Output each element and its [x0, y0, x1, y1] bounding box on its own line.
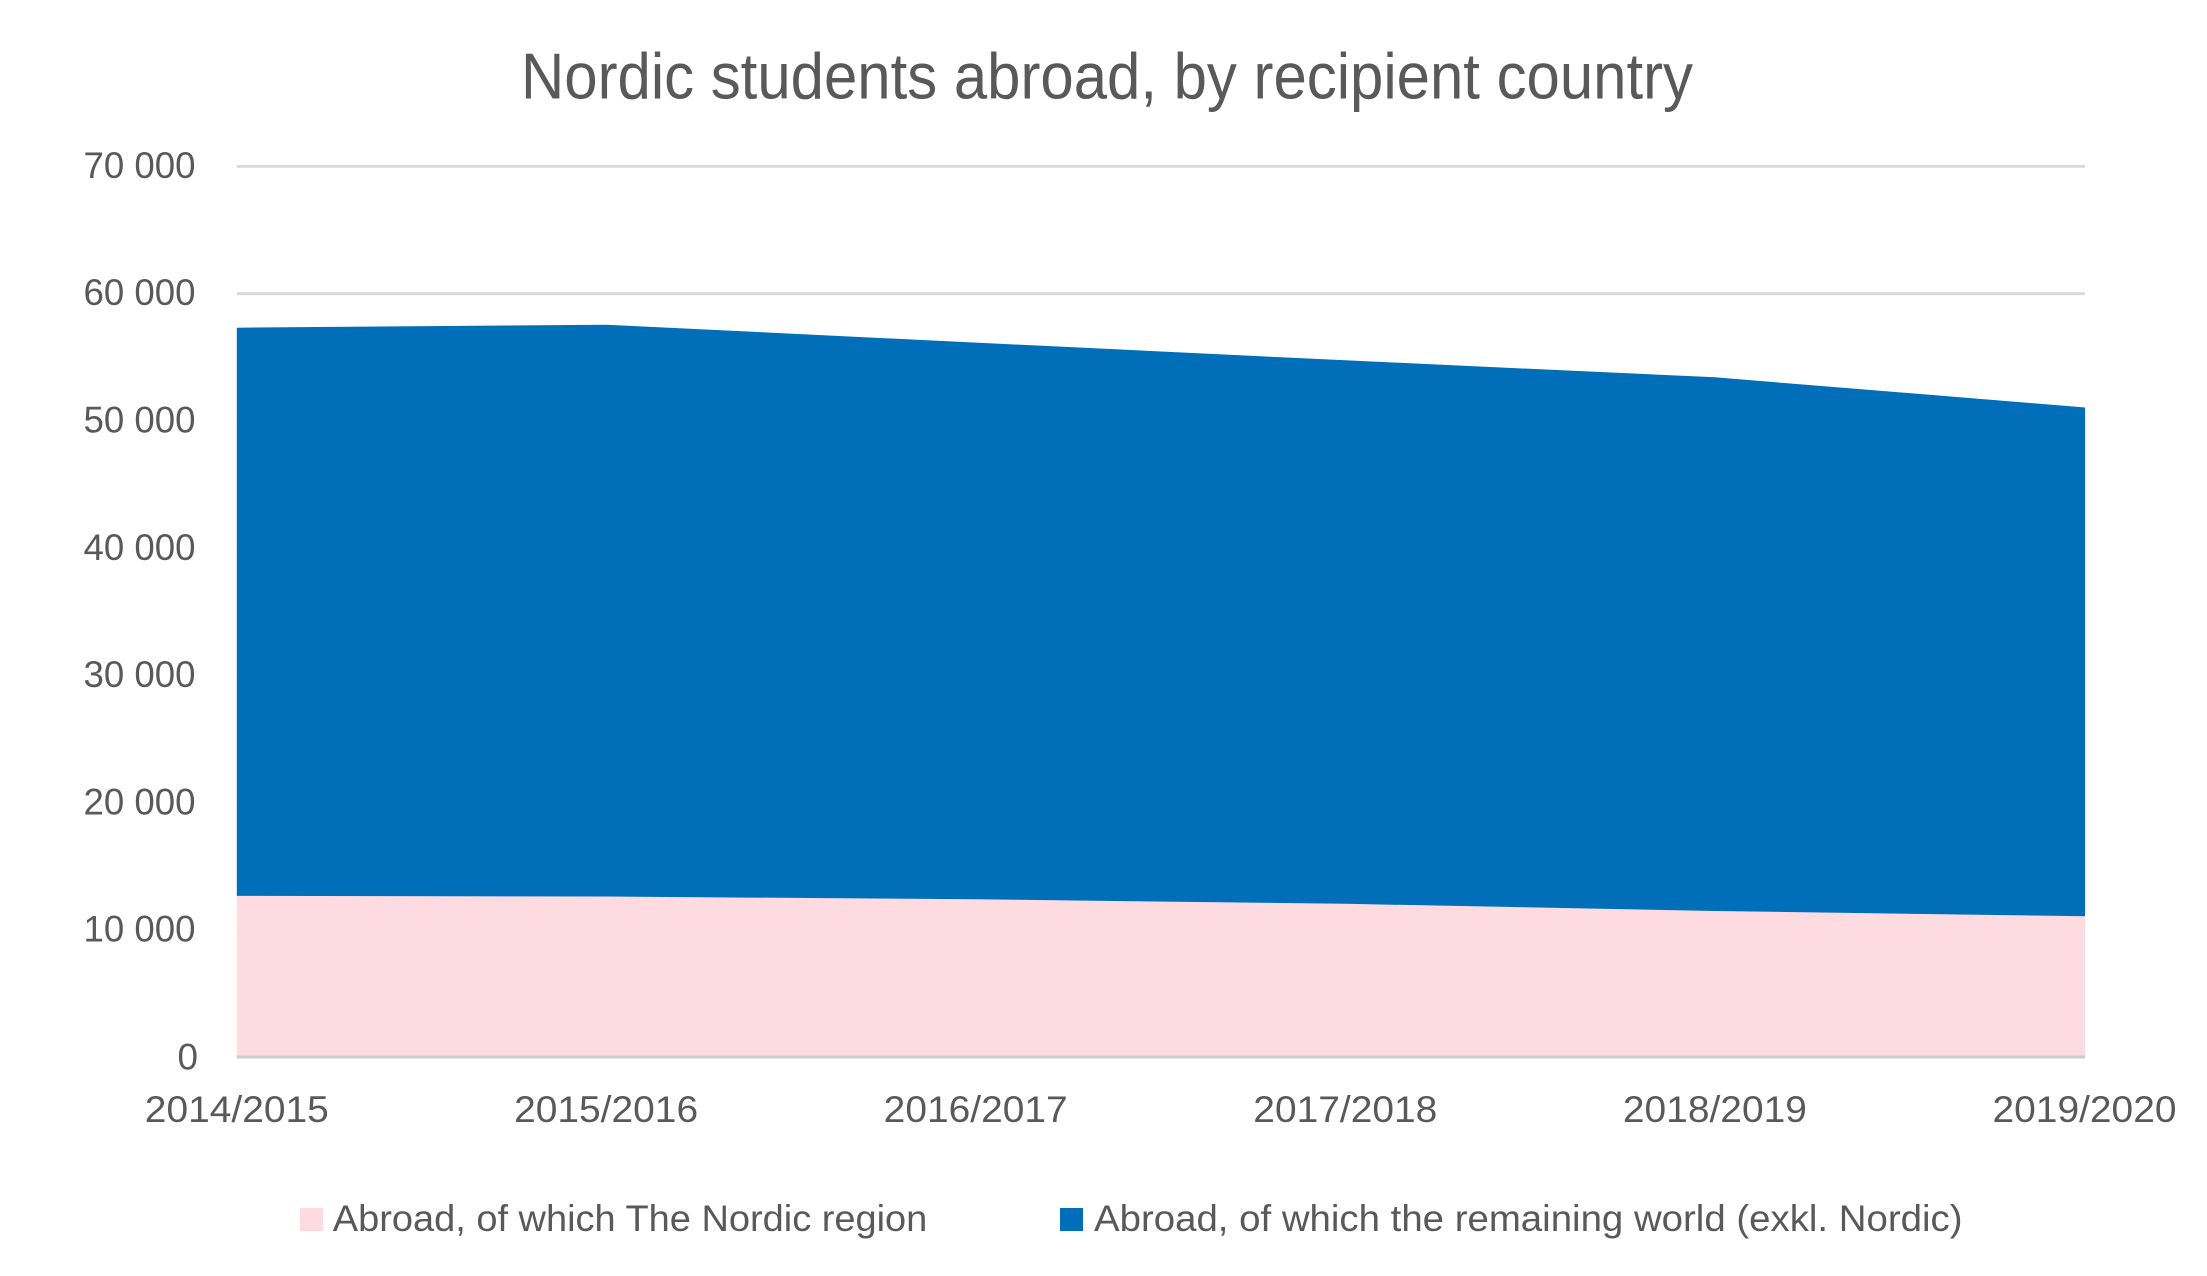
svg-text:20 000: 20 000	[84, 781, 196, 822]
svg-text:2016/2017: 2016/2017	[884, 1089, 1068, 1130]
svg-text:60 000: 60 000	[84, 272, 196, 313]
svg-text:2017/2018: 2017/2018	[1253, 1089, 1437, 1130]
svg-text:40 000: 40 000	[84, 527, 196, 568]
svg-text:2014/2015: 2014/2015	[145, 1089, 329, 1130]
svg-text:Abroad, of which the remaining: Abroad, of which the remaining world (ex…	[1094, 1198, 1963, 1239]
svg-text:2018/2019: 2018/2019	[1623, 1089, 1807, 1130]
svg-text:Abroad, of which The Nordic re: Abroad, of which The Nordic region	[333, 1198, 928, 1239]
svg-text:30 000: 30 000	[84, 654, 196, 695]
svg-text:Nordic students abroad, by rec: Nordic students abroad, by recipient cou…	[521, 39, 1694, 112]
svg-text:50 000: 50 000	[84, 400, 196, 441]
svg-text:2015/2016: 2015/2016	[514, 1089, 698, 1130]
svg-text:0: 0	[178, 1037, 199, 1078]
svg-text:2019/2020: 2019/2020	[1993, 1089, 2177, 1130]
svg-text:10 000: 10 000	[84, 909, 196, 950]
svg-text:70 000: 70 000	[84, 145, 196, 186]
